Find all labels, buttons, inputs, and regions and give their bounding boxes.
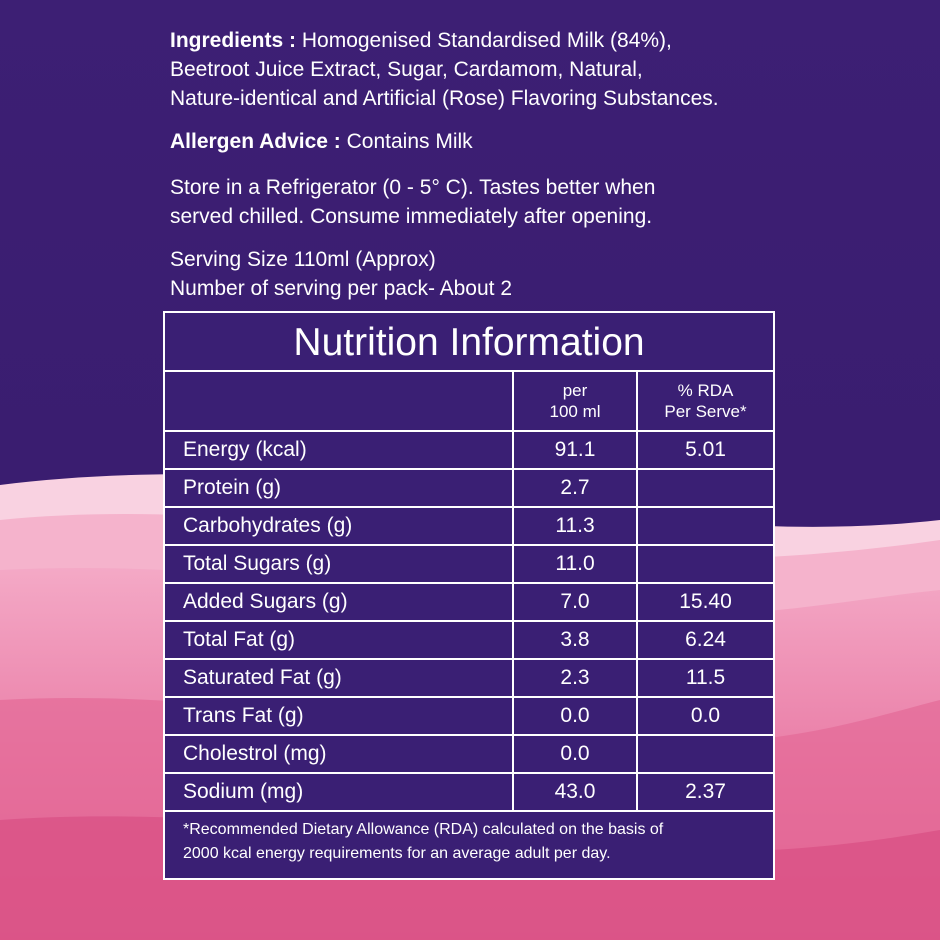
nutrient-name: Trans Fat (g) (165, 696, 514, 736)
table-row: Trans Fat (g) 0.0 0.0 (165, 696, 773, 736)
nutrient-name: Cholestrol (mg) (165, 734, 514, 774)
table-row: Energy (kcal) 91.1 5.01 (165, 430, 773, 470)
per-100ml-value: 7.0 (512, 582, 638, 622)
ingredients-line-3: Nature-identical and Artificial (Rose) F… (170, 87, 719, 110)
rda-value (636, 506, 773, 546)
table-row: Saturated Fat (g) 2.3 11.5 (165, 658, 773, 698)
nutrient-name: Saturated Fat (g) (165, 658, 514, 698)
nutrition-panel: Nutrition Information per 100 ml % RDA Per… (163, 311, 775, 880)
table-row: Cholestrol (mg) 0.0 (165, 734, 773, 774)
rda-value (636, 544, 773, 584)
per-100ml-value: 0.0 (512, 696, 638, 736)
header-per-line-2: 100 ml (549, 402, 601, 421)
per-100ml-value: 43.0 (512, 772, 638, 812)
nutrient-name: Total Fat (g) (165, 620, 514, 660)
table-row: Added Sugars (g) 7.0 15.40 (165, 582, 773, 622)
nutrition-table: per 100 ml % RDA Per Serve* Energy (kcal) … (165, 372, 773, 812)
serving-info: Serving Size 110ml (Approx) Number of se… (170, 245, 790, 303)
rda-value (636, 734, 773, 774)
header-nutrient (165, 372, 514, 432)
table-row: Protein (g) 2.7 (165, 468, 773, 508)
ingredients-block: Ingredients : Homogenised Standardised M… (170, 26, 790, 113)
nutrient-name: Protein (g) (165, 468, 514, 508)
table-header-row: per 100 ml % RDA Per Serve* (165, 372, 773, 432)
rda-value (636, 468, 773, 508)
allergen-label: Allergen Advice : (170, 130, 341, 153)
nutrient-name: Total Sugars (g) (165, 544, 514, 584)
serving-size: Serving Size 110ml (Approx) (170, 248, 436, 271)
header-rda-line-1: % RDA (677, 381, 734, 400)
table-row: Sodium (mg) 43.0 2.37 (165, 772, 773, 812)
ingredients-line-1: Homogenised Standardised Milk (84%), (301, 29, 672, 52)
table-row: Total Fat (g) 3.8 6.24 (165, 620, 773, 660)
rda-footnote: *Recommended Dietary Allowance (RDA) cal… (183, 818, 763, 866)
rda-value: 5.01 (636, 430, 773, 470)
storage-line-2: served chilled. Consume immediately afte… (170, 205, 653, 228)
nutrient-name: Carbohydrates (g) (165, 506, 514, 546)
footnote-line-2: 2000 kcal energy requirements for an ave… (183, 845, 611, 862)
allergen-text: Contains Milk (346, 130, 473, 153)
header-rda: % RDA Per Serve* (636, 372, 773, 432)
nutrient-name: Energy (kcal) (165, 430, 514, 470)
ingredients-label: Ingredients : (170, 29, 297, 52)
storage-line-1: Store in a Refrigerator (0 - 5° C). Tast… (170, 176, 656, 199)
per-100ml-value: 3.8 (512, 620, 638, 660)
per-100ml-value: 11.0 (512, 544, 638, 584)
rda-value: 6.24 (636, 620, 773, 660)
servings-per-pack: Number of serving per pack- About 2 (170, 277, 513, 300)
nutrition-title: Nutrition Information (165, 313, 773, 372)
table-row: Total Sugars (g) 11.0 (165, 544, 773, 584)
header-per-100ml: per 100 ml (512, 372, 638, 432)
rda-value: 2.37 (636, 772, 773, 812)
per-100ml-value: 0.0 (512, 734, 638, 774)
table-row: Carbohydrates (g) 11.3 (165, 506, 773, 546)
per-100ml-value: 91.1 (512, 430, 638, 470)
per-100ml-value: 11.3 (512, 506, 638, 546)
per-100ml-value: 2.7 (512, 468, 638, 508)
footnote-line-1: *Recommended Dietary Allowance (RDA) cal… (183, 821, 664, 838)
nutrient-name: Added Sugars (g) (165, 582, 514, 622)
allergen-block: Allergen Advice : Contains Milk (170, 127, 790, 156)
per-100ml-value: 2.3 (512, 658, 638, 698)
storage-instructions: Store in a Refrigerator (0 - 5° C). Tast… (170, 173, 790, 231)
header-rda-line-2: Per Serve* (664, 402, 747, 421)
rda-value: 11.5 (636, 658, 773, 698)
header-per-line-1: per (562, 381, 588, 400)
ingredients-line-2: Beetroot Juice Extract, Sugar, Cardamom,… (170, 58, 643, 81)
rda-value: 0.0 (636, 696, 773, 736)
nutrient-name: Sodium (mg) (165, 772, 514, 812)
rda-value: 15.40 (636, 582, 773, 622)
